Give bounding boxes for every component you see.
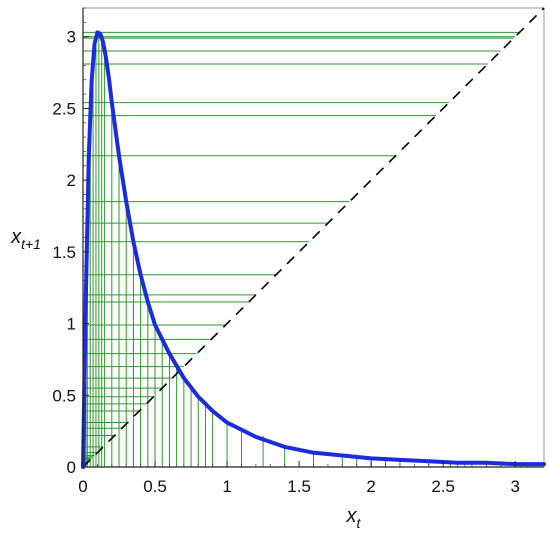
y-tick-label: 3	[67, 28, 76, 47]
x-axis-label-base: x	[346, 505, 358, 527]
x-tick-label: 2	[366, 477, 375, 496]
x-axis-label-sub: t	[357, 515, 362, 531]
y-tick-label: 2.5	[52, 99, 76, 118]
x-tick-label: 2.5	[431, 477, 455, 496]
y-axis-label-sub: t+1	[21, 236, 41, 252]
diagonal-layer	[82, 7, 545, 468]
y-tick-label: 1.5	[52, 243, 76, 262]
cobweb-layer	[83, 31, 528, 467]
tick-layer: 0 0.5 1 1.5 2 2.5 3 0 0.5 1 1.5 2 2.5 3	[52, 7, 545, 496]
x-tick-label: 0	[78, 477, 87, 496]
x-tick-label: 0.5	[143, 477, 167, 496]
curve-layer	[81, 30, 546, 469]
y-tick-label: 0	[67, 458, 76, 477]
y-tick-label: 0.5	[52, 386, 76, 405]
y-tick-label: 1	[67, 315, 76, 334]
x-tick-label: 1	[222, 477, 231, 496]
x-axis-label: xt	[346, 505, 362, 531]
y-axis-label-base: x	[10, 226, 22, 248]
y-axis-label: xt+1	[10, 226, 41, 252]
x-tick-label: 1.5	[287, 477, 311, 496]
x-tick-label: 3	[510, 477, 519, 496]
map-curve	[81, 30, 546, 469]
identity-diagonal-line	[82, 7, 545, 468]
y-tick-label: 2	[67, 171, 76, 190]
